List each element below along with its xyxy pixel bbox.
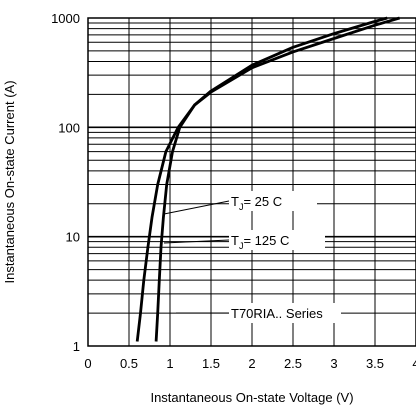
x-tick-label: 0 — [84, 356, 91, 371]
x-tick-label: 2.5 — [284, 356, 302, 371]
x-tick-label: 1 — [166, 356, 173, 371]
y-tick-label: 1 — [73, 339, 80, 354]
x-tick-label: 2 — [248, 356, 255, 371]
annotation-label: TJ= 25 C — [231, 194, 282, 212]
y-axis-title: Instantaneous On-state Current (A) — [2, 80, 17, 283]
x-axis-title: Instantaneous On-state Voltage (V) — [150, 390, 353, 405]
annotation-label: T70RIA.. Series — [231, 306, 323, 321]
annotation-background — [229, 230, 325, 250]
y-tick-label: 100 — [58, 120, 80, 135]
x-tick-labels: 0 0.5 1 1.5 2 2.5 3 3.5 4 — [84, 356, 416, 371]
x-tick-label: 3 — [330, 356, 337, 371]
y-tick-label: 1000 — [51, 11, 80, 26]
annotation-background — [229, 191, 317, 211]
series-group — [135, 16, 400, 342]
x-tick-label: 1.5 — [202, 356, 220, 371]
annotation-label: TJ= 125 C — [231, 233, 289, 251]
plot-frame — [87, 17, 416, 347]
series-line-2 — [154, 16, 388, 342]
series-line-1 — [135, 16, 400, 342]
x-tick-label: 0.5 — [120, 356, 138, 371]
annotations: TJ= 25 C TJ= 125 C T70RIA.. Series — [163, 191, 341, 323]
annotation-background — [229, 303, 341, 323]
y-tick-labels: 1 10 100 1000 — [51, 11, 80, 354]
annotation-leader — [163, 239, 230, 244]
x-tick-label: 3.5 — [366, 356, 384, 371]
y-tick-label: 10 — [66, 230, 80, 245]
x-tick-label: 4 — [412, 356, 416, 371]
annotation-leader — [163, 200, 230, 215]
